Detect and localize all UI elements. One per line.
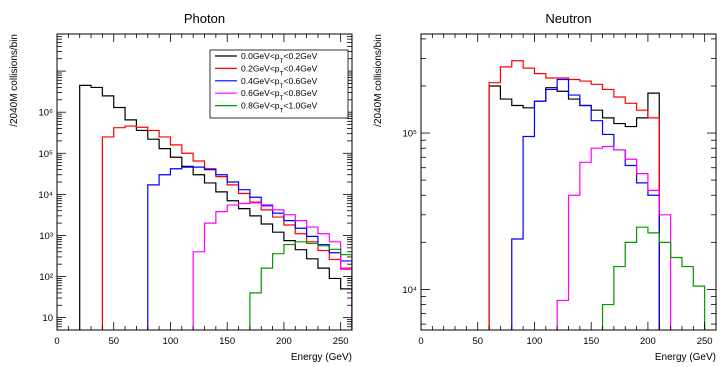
y-tick-label: 10⁵	[402, 129, 417, 140]
y-tick-label: 10	[42, 313, 53, 324]
y-axis-label: /2040M collisions/bin	[9, 34, 20, 127]
series-line-4	[192, 202, 352, 330]
x-tick-label: 250	[333, 336, 349, 347]
x-tick-label: 50	[108, 336, 119, 347]
x-tick-label: 100	[527, 336, 543, 347]
chart-panel-photon: 0 50 100 150 200 250 10 10² 10³ 10⁴ 10⁵ 10⁶ Photon En…	[9, 11, 353, 363]
series-line-1	[79, 84, 352, 330]
x-tick-label: 200	[640, 336, 656, 347]
legend-label: 0.4GeV<pT<0.6GeV	[241, 76, 318, 90]
series-line-2	[488, 60, 660, 330]
legend: 0.0GeV<pT<0.2GeV0.2GeV<pT<0.4GeV0.4GeV<p…	[209, 49, 349, 119]
y-tick-label: 10⁴	[38, 190, 53, 201]
series-line-3	[511, 78, 660, 330]
series-line-5	[226, 241, 352, 330]
legend-label: 0.0GeV<pT<0.2GeV	[241, 51, 318, 65]
y-axis-label: /2040M collisions/bin	[373, 34, 384, 127]
series-line-5	[601, 226, 706, 330]
legend-box	[209, 49, 349, 119]
y-tick-label: 10⁴	[402, 285, 417, 296]
x-tick-label: 250	[697, 336, 713, 347]
chart-title: Photon	[184, 11, 225, 26]
x-tick-label: 150	[583, 336, 599, 347]
y-tick-label: 10⁶	[39, 108, 54, 119]
series-line-1	[488, 85, 660, 330]
chart-panel-neutron: 0 50 100 150 200 250 10⁴ 10⁵ Neutron Energy (GeV)…	[373, 11, 717, 363]
x-axis-label: Energy (GeV)	[655, 352, 716, 363]
x-tick-label: 0	[418, 336, 423, 347]
y-tick-label: 10²	[39, 272, 53, 283]
data-series-group	[79, 84, 352, 330]
series-line-4	[556, 145, 672, 330]
legend-label: 0.6GeV<pT<0.8GeV	[241, 88, 318, 102]
x-tick-label: 200	[276, 336, 292, 347]
y-tick-label: 10³	[39, 231, 53, 242]
x-tick-label: 0	[54, 336, 59, 347]
chart-title: Neutron	[545, 11, 591, 26]
x-axis-label: Energy (GeV)	[291, 352, 352, 363]
x-tick-label: 100	[163, 336, 179, 347]
x-tick-label: 50	[472, 336, 483, 347]
x-tick-label: 150	[219, 336, 235, 347]
series-line-2	[101, 125, 352, 330]
y-tick-label: 10⁵	[38, 149, 53, 160]
legend-label: 0.8GeV<pT<1.0GeV	[241, 101, 318, 115]
legend-label: 0.2GeV<pT<0.4GeV	[241, 63, 318, 77]
data-series-group	[488, 60, 706, 330]
